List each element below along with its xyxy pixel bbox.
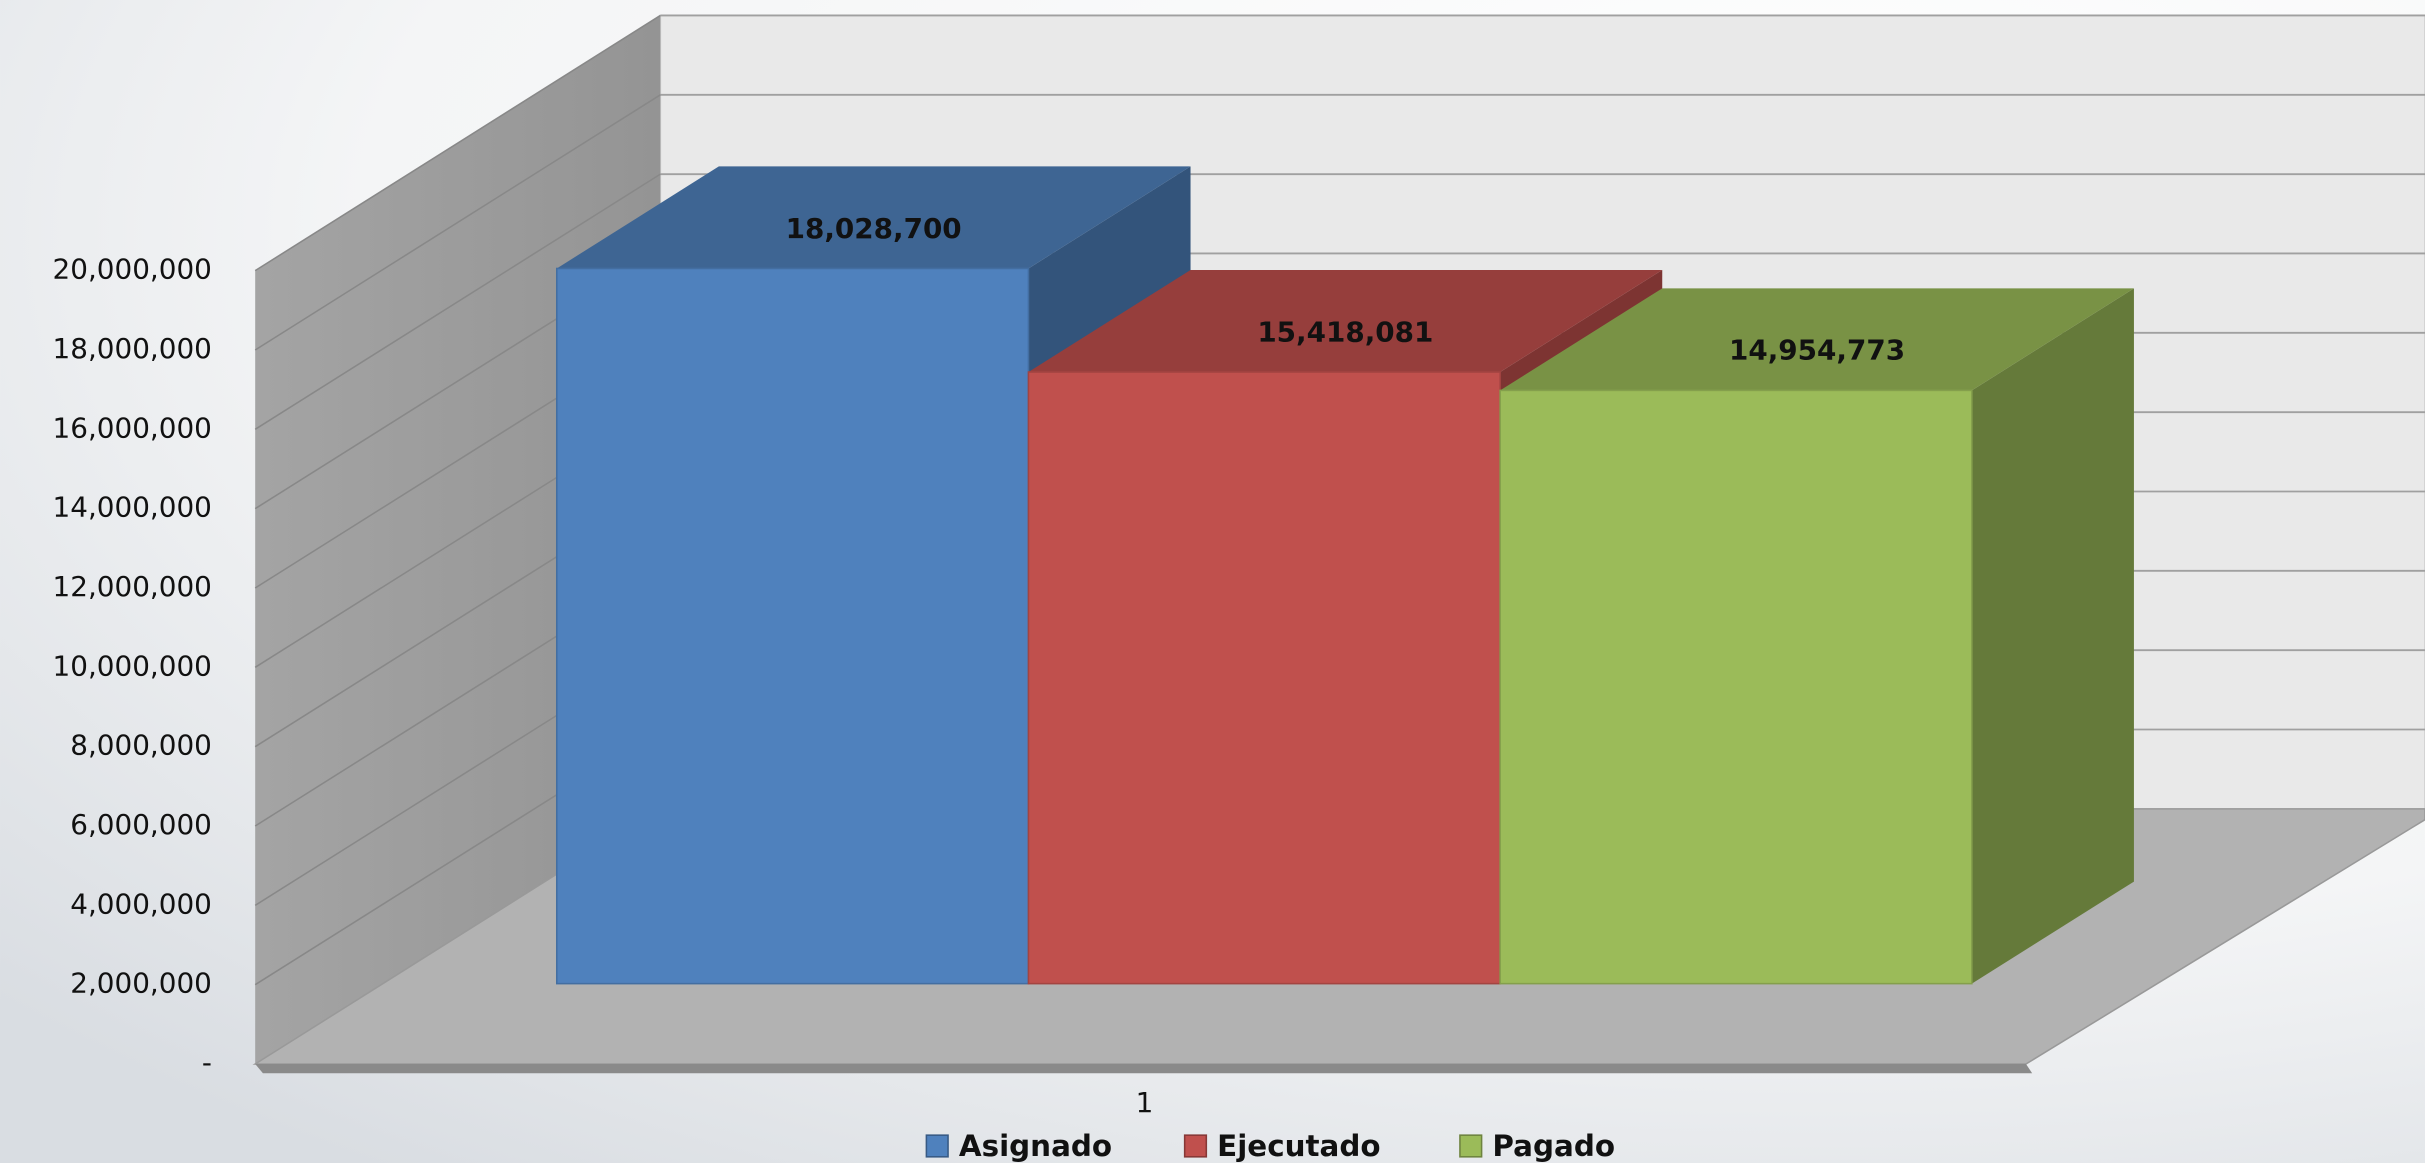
bar-top (1028, 269, 1663, 373)
y-tick-label: - (202, 1046, 212, 1079)
data-label: 18,028,700 (786, 212, 962, 245)
legend-swatch (925, 1134, 949, 1158)
grid-line (254, 14, 661, 272)
legend-label: Pagado (1492, 1129, 1615, 1163)
bar (1027, 371, 1501, 985)
legend-label: Ejecutado (1217, 1129, 1380, 1163)
legend-label: Asignado (959, 1129, 1112, 1163)
x-tick-label: 1 (1136, 1086, 1154, 1119)
grid-line (254, 173, 661, 430)
data-label: 14,954,773 (1729, 334, 1905, 367)
y-tick-label: 18,000,000 (53, 332, 212, 365)
grid-line (254, 94, 661, 351)
y-tick-label: 8,000,000 (70, 729, 212, 762)
bar (1499, 389, 1973, 985)
y-tick-label: 12,000,000 (53, 570, 212, 603)
bar (555, 267, 1030, 985)
y-tick-label: 6,000,000 (70, 808, 212, 841)
y-tick-label: 14,000,000 (53, 491, 212, 524)
data-label: 15,418,081 (1257, 315, 1433, 348)
floor-edge (255, 1064, 2033, 1074)
y-tick-label: 16,000,000 (53, 411, 212, 444)
bar-top (1500, 288, 2134, 391)
y-tick-label: 10,000,000 (53, 649, 212, 682)
legend-swatch (1183, 1134, 1208, 1158)
bar-top (556, 166, 1191, 269)
bar-side (1971, 288, 2134, 984)
y-tick-label: 2,000,000 (70, 967, 212, 1000)
y-tick-label: 4,000,000 (70, 887, 212, 920)
y-tick-label: 20,000,000 (53, 253, 212, 286)
legend-swatch (1459, 1134, 1483, 1158)
